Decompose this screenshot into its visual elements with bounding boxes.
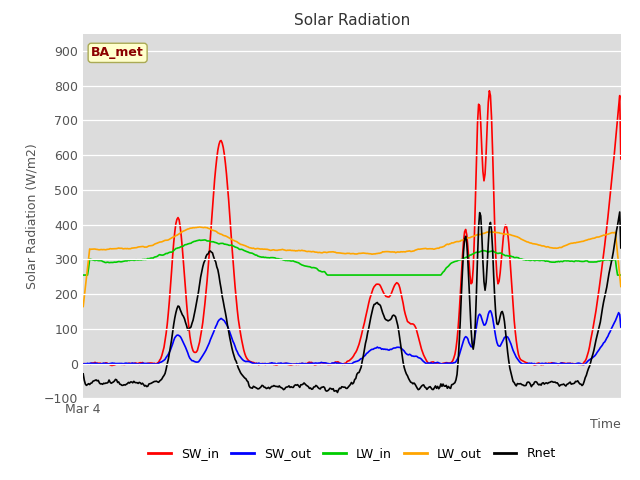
LW_out bbox=[339, 251, 347, 256]
LW_in bbox=[371, 272, 379, 278]
SW_in bbox=[522, 360, 530, 365]
SW_in bbox=[108, 362, 116, 368]
Line: LW_out: LW_out bbox=[83, 227, 621, 307]
Title: Solar Radiation: Solar Radiation bbox=[294, 13, 410, 28]
Rnet bbox=[617, 245, 625, 251]
Line: Rnet: Rnet bbox=[83, 212, 621, 393]
Rnet bbox=[333, 390, 341, 396]
Text: BA_met: BA_met bbox=[92, 47, 144, 60]
LW_in bbox=[79, 272, 87, 278]
SW_out bbox=[338, 361, 346, 367]
SW_in bbox=[336, 360, 344, 366]
SW_out bbox=[399, 347, 407, 353]
Line: SW_out: SW_out bbox=[83, 311, 621, 365]
Rnet bbox=[336, 385, 344, 391]
SW_out bbox=[617, 324, 625, 330]
SW_in bbox=[486, 88, 493, 94]
SW_in bbox=[339, 361, 347, 367]
LW_in bbox=[617, 272, 625, 278]
Text: Time: Time bbox=[590, 419, 621, 432]
LW_out bbox=[336, 250, 344, 256]
Y-axis label: Solar Radiation (W/m2): Solar Radiation (W/m2) bbox=[26, 143, 38, 289]
LW_in bbox=[521, 257, 529, 263]
SW_in bbox=[371, 283, 379, 288]
LW_out bbox=[617, 284, 625, 289]
SW_out bbox=[371, 346, 378, 351]
SW_in bbox=[617, 156, 625, 162]
SW_out bbox=[521, 361, 529, 367]
SW_out bbox=[579, 362, 587, 368]
SW_in bbox=[79, 361, 87, 367]
SW_out bbox=[335, 360, 342, 366]
Line: SW_in: SW_in bbox=[83, 91, 621, 365]
LW_out bbox=[521, 238, 529, 244]
Rnet bbox=[339, 384, 347, 390]
Rnet bbox=[521, 383, 529, 388]
LW_out bbox=[605, 231, 612, 237]
Rnet bbox=[371, 301, 379, 307]
Rnet bbox=[401, 365, 408, 371]
SW_in bbox=[401, 307, 408, 313]
Legend: SW_in, SW_out, LW_in, LW_out, Rnet: SW_in, SW_out, LW_in, LW_out, Rnet bbox=[143, 442, 561, 465]
LW_out bbox=[401, 249, 408, 255]
LW_out bbox=[79, 304, 87, 310]
SW_out bbox=[79, 361, 87, 367]
SW_out bbox=[486, 308, 494, 313]
LW_out bbox=[371, 251, 379, 257]
SW_out bbox=[606, 329, 614, 335]
LW_out bbox=[196, 224, 204, 230]
LW_in bbox=[339, 272, 347, 278]
Rnet bbox=[616, 209, 623, 215]
Rnet bbox=[79, 371, 87, 377]
LW_in bbox=[201, 237, 209, 243]
Line: LW_in: LW_in bbox=[83, 240, 621, 275]
SW_in bbox=[606, 194, 614, 200]
LW_in bbox=[605, 257, 612, 263]
Rnet bbox=[605, 271, 612, 276]
LW_in bbox=[401, 272, 408, 278]
LW_in bbox=[336, 272, 344, 278]
